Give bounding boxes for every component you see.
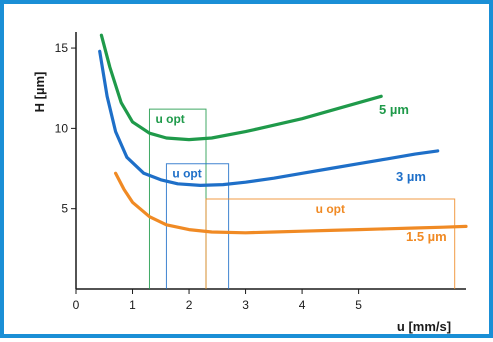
series-line	[99, 33, 383, 142]
x-tick-label: 0	[73, 298, 80, 312]
series-label: 1.5 µm	[406, 229, 447, 244]
series-label: 3 µm	[396, 169, 426, 184]
series-line	[114, 171, 468, 235]
optimum-boxes: u opt u opt u opt	[148, 108, 456, 289]
series-line	[98, 49, 440, 187]
u-opt-label: u opt	[316, 202, 345, 216]
u-opt-label: u opt	[172, 167, 201, 181]
x-tick-label: 1	[129, 298, 136, 312]
y-tick-label: 5	[61, 202, 68, 216]
series-labels: 5 µm 3 µm 1.5 µm	[379, 102, 447, 244]
u-opt-label: u opt	[155, 112, 184, 126]
y-tick-label: 15	[55, 41, 69, 55]
x-tick-label: 4	[299, 298, 306, 312]
y-tick-label: 10	[55, 121, 69, 135]
x-axis-label: u [mm/s]	[397, 319, 451, 334]
x-tick-label: 2	[186, 298, 193, 312]
x-ticks: 0 1 2 3 4 5	[73, 289, 362, 312]
x-tick-label: 3	[242, 298, 249, 312]
x-tick-label: 5	[355, 298, 362, 312]
y-axis-label: H [µm]	[32, 72, 47, 113]
y-ticks: 5 10 15	[55, 41, 76, 216]
optimum-box	[205, 198, 456, 289]
series-lines	[98, 33, 468, 235]
series-label: 5 µm	[379, 102, 409, 117]
